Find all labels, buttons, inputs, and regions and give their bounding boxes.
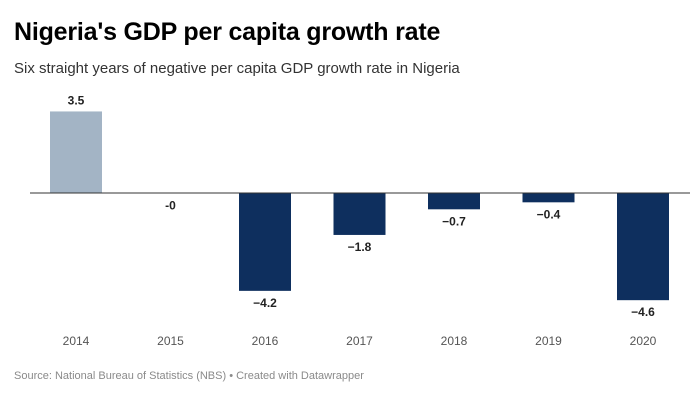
x-tick-label-2020: 2020 (630, 334, 657, 348)
value-label-2018: −0.7 (442, 214, 466, 228)
value-label-2020: −4.6 (631, 305, 655, 319)
value-label-2016: −4.2 (253, 296, 277, 310)
x-tick-label-2018: 2018 (441, 334, 468, 348)
chart-title: Nigeria's GDP per capita growth rate (14, 18, 441, 46)
bar-2017 (333, 193, 386, 235)
bar-2014 (50, 111, 102, 193)
bar-chart: 3.5-0−4.2−1.8−0.7 −0.4−4.6 2014 2015 2016 20… (30, 93, 690, 348)
x-tick-label-2017: 2017 (346, 334, 373, 348)
value-label-2014: 3.5 (68, 93, 85, 107)
bars-group (50, 111, 669, 301)
x-tick-label-2014: 2014 (63, 334, 90, 348)
bar-2019 (522, 193, 575, 203)
x-tick-label-2015: 2015 (157, 334, 184, 348)
value-labels-group: 3.5 -0 −4.2 −1.8 −0.7 −0.4 −4.6 (68, 93, 656, 319)
chart-source-note: Source: National Bureau of Statistics (N… (14, 370, 364, 382)
bar-2018 (428, 193, 480, 210)
x-axis-ticks-group: 2014 2015 2016 2017 2018 2019 2020 (63, 334, 657, 348)
bar-2020 (617, 193, 669, 301)
x-tick-label-2016: 2016 (252, 334, 279, 348)
value-label-2015: -0 (165, 198, 176, 212)
value-label-2017: −1.8 (348, 240, 372, 254)
bar-2016 (239, 193, 291, 291)
x-tick-label-2019: 2019 (535, 334, 562, 348)
value-label-2019: −0.4 (537, 207, 561, 221)
chart-subtitle: Six straight years of negative per capit… (14, 60, 460, 77)
